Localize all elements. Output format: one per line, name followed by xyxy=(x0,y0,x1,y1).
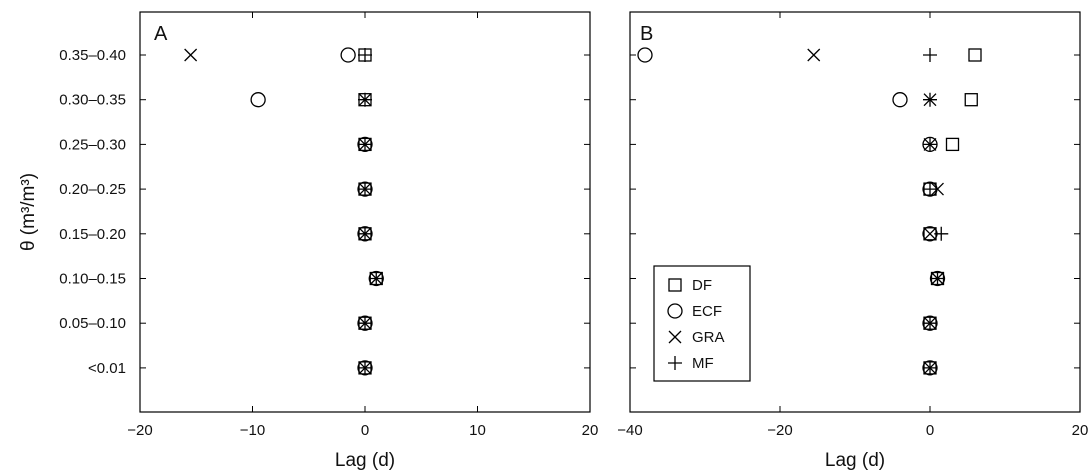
panel-b-frame xyxy=(629,11,1081,413)
marker-ecf xyxy=(637,47,653,63)
marker-mf xyxy=(358,48,372,62)
y-tick-label: 0.25–0.30 xyxy=(59,136,126,153)
legend-marker-mf xyxy=(668,356,682,370)
marker-mf xyxy=(934,226,949,241)
marker-df xyxy=(968,48,982,62)
y-tick-label: 0.30–0.35 xyxy=(59,92,126,109)
legend-entries: DF ECF GRA MF xyxy=(667,277,725,372)
legend-label-mf: MF xyxy=(692,355,714,372)
marker-mf xyxy=(369,271,384,286)
marker-gra xyxy=(923,227,937,241)
marker-mf xyxy=(930,271,945,286)
marker-gra xyxy=(931,182,944,196)
legend-marker-ecf xyxy=(667,303,683,319)
marker-gra xyxy=(807,48,821,62)
marker-mf xyxy=(358,92,372,107)
x-tick-label: 0 xyxy=(361,422,369,439)
panel-a-markers xyxy=(184,47,384,376)
legend-label-df: DF xyxy=(692,277,712,294)
y-tick-label: 0.10–0.15 xyxy=(59,271,126,288)
marker-ecf xyxy=(340,47,356,63)
legend-marker-gra xyxy=(668,330,682,344)
x-tick-label: 20 xyxy=(582,422,599,439)
panel-a-y-ticks: 0.35–0.40 0.30–0.35 0.25–0.30 0.20–0.25 0.15… xyxy=(59,47,590,377)
y-tick-label: 0.35–0.40 xyxy=(59,47,126,64)
marker-ecf xyxy=(250,92,266,108)
y-axis-label: θ (m³/m³) xyxy=(18,173,39,251)
legend-box xyxy=(653,265,751,382)
panel-b-x-axis-label: Lag (d) xyxy=(825,450,885,471)
x-tick-label: −20 xyxy=(127,422,152,439)
panel-a: A 0.35–0.400.30–0.350.25–0.300.20–0.250.… xyxy=(59,11,598,471)
panel-b-x-ticks: −40 −20 0 20 xyxy=(617,12,1088,439)
y-tick-label: 0.20–0.25 xyxy=(59,181,126,198)
marker-mf xyxy=(923,316,937,331)
marker-gra xyxy=(184,48,198,62)
x-tick-label: −40 xyxy=(617,422,642,439)
marker-mf xyxy=(923,360,937,375)
marker-mf xyxy=(923,92,937,107)
panel-a-x-ticks: −20 −10 0 10 20 xyxy=(127,12,598,439)
x-tick-label: −20 xyxy=(767,422,792,439)
marker-mf xyxy=(923,48,937,62)
marker-mf xyxy=(358,316,372,331)
y-tick-label: <0.01 xyxy=(88,360,126,377)
marker-mf xyxy=(923,137,937,152)
panel-a-letter: A xyxy=(154,23,168,45)
marker-mf xyxy=(923,182,937,197)
panel-b-markers xyxy=(637,47,982,376)
panel-a-frame xyxy=(139,11,591,413)
panel-a-x-axis-label: Lag (d) xyxy=(335,450,395,471)
marker-ecf xyxy=(892,92,908,108)
panel-b-letter: B xyxy=(640,23,653,45)
marker-mf xyxy=(358,137,372,152)
legend: DF ECF GRA MF xyxy=(653,265,751,382)
y-tick-label: 0.05–0.10 xyxy=(59,315,126,332)
x-tick-label: 0 xyxy=(926,422,934,439)
marker-mf xyxy=(358,226,372,241)
legend-label-ecf: ECF xyxy=(692,303,722,320)
legend-label-gra: GRA xyxy=(692,329,725,346)
marker-mf xyxy=(358,360,372,375)
x-tick-label: 10 xyxy=(469,422,486,439)
panel-b: B −40 −20 0 20 Lag (d) DF ECF GRA MF xyxy=(617,11,1088,471)
legend-marker-df xyxy=(668,278,682,292)
x-tick-label: −10 xyxy=(240,422,265,439)
marker-df xyxy=(964,93,978,107)
y-tick-label: 0.15–0.20 xyxy=(59,226,126,243)
panel-b-y-ticks xyxy=(630,54,1080,369)
marker-mf xyxy=(358,182,372,197)
x-tick-label: 20 xyxy=(1072,422,1089,439)
marker-df xyxy=(945,137,960,152)
